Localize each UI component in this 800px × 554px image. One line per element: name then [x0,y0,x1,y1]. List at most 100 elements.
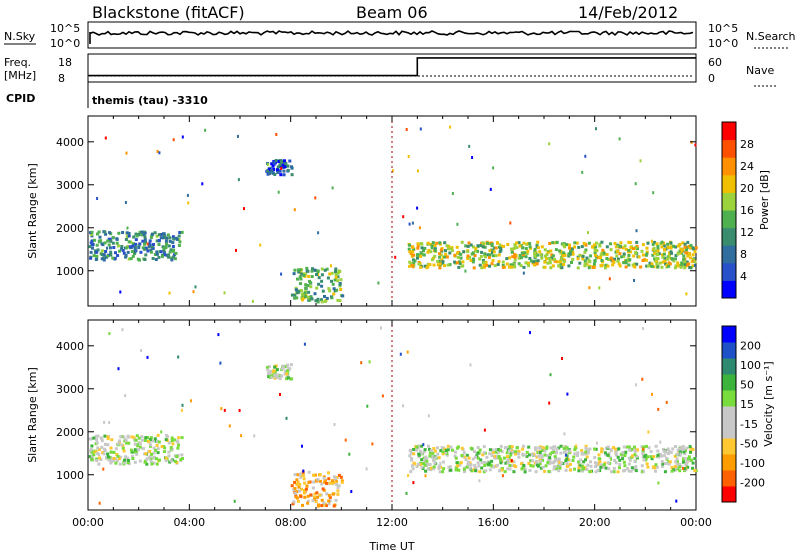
scatter-cell-0 [153,253,157,256]
scatter-cell-1 [653,240,657,244]
scatter-cell-1 [450,249,454,253]
scatter-cell-0 [90,458,94,462]
scatter-cell-1 [678,450,682,454]
scatter-cell-0 [106,455,110,459]
colorbar-tick-label: -50 [740,437,758,450]
scatter-cell-1 [583,259,587,263]
scatter-cell-1 [682,258,686,262]
scatter-cell-0 [147,244,151,248]
colorbar-tick-label: 16 [740,204,754,217]
scatter-cell-1 [511,450,515,454]
scatter-cell-3 [270,162,274,166]
scatter-cell-1 [599,465,603,469]
scatter-cell [650,239,653,243]
scatter-cell-1 [444,249,447,253]
freq-unit: [MHz] [4,69,36,82]
scatter-cell-2 [313,292,317,296]
scatter-cell-1 [602,251,606,255]
scatter-cell-1 [456,464,460,468]
scatter-cell-1 [422,249,425,253]
scatter-cell-1 [642,445,646,449]
scatter-cell-0 [167,450,171,454]
scatter-cell-1 [476,446,480,449]
scatter-cell-1 [559,262,563,266]
scatter-cell-0 [118,462,122,466]
scatter-cell-1 [647,264,650,268]
scatter-cell-1 [622,460,626,464]
scatter-cell-0 [157,255,161,259]
scatter-cell-1 [589,254,593,258]
scatter-cell-1 [460,446,464,450]
scatter-cell-1 [565,243,569,247]
scatter-cell-1 [520,251,524,255]
scatter-cell-2 [319,479,322,483]
scatter-cell-2 [296,277,299,281]
scatter-cell-1 [528,453,531,457]
scatter-cell-0 [179,458,183,461]
scatter-cell-0 [124,246,128,250]
scatter-cell-1 [518,254,522,257]
scatter-cell [468,144,471,148]
scatter-cell-1 [534,448,538,452]
scatter-cell-1 [650,262,654,266]
scatter-cell-1 [612,446,615,449]
scatter-cell [275,133,278,136]
scatter-cell-0 [135,234,139,238]
scatter-cell-1 [584,450,588,454]
scatter-cell-0 [91,243,94,247]
scatter-cell-1 [553,258,557,261]
scatter-cell-1 [535,262,539,266]
scatter-cell-2 [311,486,315,490]
scatter-cell-0 [141,447,145,450]
scatter-cell-0 [180,453,184,457]
scatter-cell [243,207,245,211]
scatter-cell-1 [684,251,688,255]
scatter-cell-0 [172,255,175,259]
scatter-cell-0 [131,244,135,248]
scatter-cell-1 [511,255,515,259]
scatter-cell-1 [439,449,443,453]
scatter-cell-0 [171,235,175,239]
scatter-cell [647,430,650,434]
scatter-cell-1 [520,462,523,466]
scatter-cell-2 [305,484,309,488]
scatter-cell-0 [133,245,137,249]
colorbar-segment [722,192,736,211]
scatter-cell-0 [156,433,160,437]
scatter-cell-1 [478,257,482,261]
scatter-cell-2 [316,300,320,304]
scatter-cell-0 [121,231,125,234]
scatter-cell-1 [613,458,617,462]
scatter-cell-2 [320,267,324,271]
scatter-cell-1 [474,469,478,473]
scatter-cell-0 [143,235,147,239]
scatter-cell-0 [164,456,168,460]
scatter-cell-1 [656,249,660,253]
scatter-cell-1 [586,448,589,452]
scatter-cell-1 [646,455,650,459]
scatter-cell-1 [446,444,450,448]
scatter-cell-0 [153,231,157,235]
scatter-cell-1 [606,445,610,449]
scatter-cell-2 [295,483,299,487]
scatter-cell [640,470,643,474]
scatter-cell-1 [573,448,577,452]
scatter-cell-1 [656,265,660,269]
scatter-cell-1 [666,447,670,451]
scatter-cell [618,137,621,141]
scatter-cell-1 [633,453,637,457]
scatter-cell [119,290,122,294]
scatter-cell-2 [323,295,326,298]
scatter-cell-1 [678,251,682,255]
scatter-cell-1 [538,462,542,466]
scatter-cell-1 [483,460,487,464]
scatter-cell-1 [522,463,526,467]
scatter-cell-2 [320,279,324,283]
scatter-cell-3 [276,167,280,171]
scatter-cell [220,407,223,411]
scatter-cell-1 [596,468,600,472]
noise-tick-top-left: 10^5 [50,22,80,35]
scatter-cell-1 [630,466,634,470]
colorbar-tick-label: 12 [740,226,754,239]
scatter-cell-1 [604,453,608,457]
